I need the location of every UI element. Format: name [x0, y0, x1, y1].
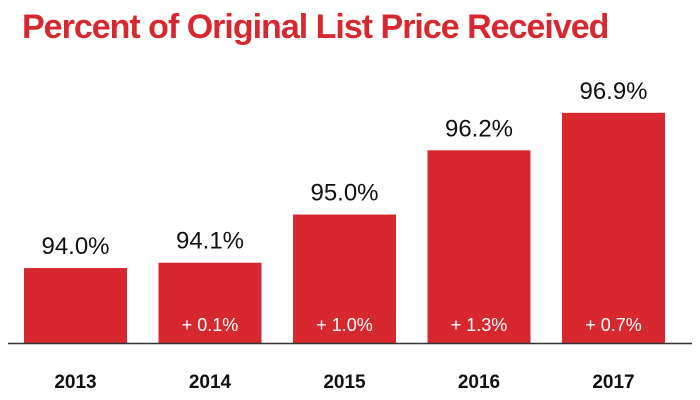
value-label-2015: 95.0% [310, 180, 378, 207]
bar-2014 [158, 262, 262, 343]
bar-2017 [562, 112, 665, 343]
change-label-2014: + 0.1% [182, 315, 239, 335]
bar-2015 [293, 214, 396, 343]
tick-label-2016: 2016 [458, 372, 500, 393]
change-label-2015: + 1.0% [316, 315, 373, 335]
tick-label-2015: 2015 [323, 372, 366, 393]
bars-layer [24, 112, 665, 343]
change-label-2016: + 1.3% [451, 315, 508, 335]
value-label-2013: 94.0% [41, 233, 109, 260]
value-labels-layer: 94.0% 94.1% 95.0% 96.2% 96.9% [41, 78, 647, 260]
tick-label-2013: 2013 [54, 372, 96, 393]
value-label-2016: 96.2% [445, 115, 513, 142]
chart-title: Percent of Original List Price Received [22, 8, 609, 46]
bar-2013 [24, 268, 127, 343]
tick-label-2017: 2017 [592, 372, 634, 393]
value-label-2017: 96.9% [579, 78, 647, 105]
value-label-2014: 94.1% [176, 228, 244, 255]
tick-labels-layer: 2013 2014 2015 2016 2017 [54, 372, 634, 393]
change-label-2017: + 0.7% [585, 315, 642, 335]
bar-2016 [427, 150, 531, 343]
change-labels-layer: + 0.1% + 1.0% + 1.3% + 0.7% [182, 315, 642, 335]
tick-label-2014: 2014 [189, 372, 232, 393]
